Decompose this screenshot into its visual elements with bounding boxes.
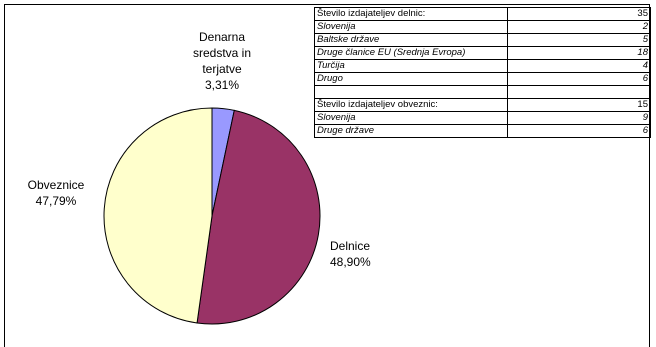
pie-slice [103,107,213,324]
slice-label: Delnice 48,90% [330,238,371,270]
value-cell: 4 [507,59,651,73]
value-label: 48,90% [330,255,371,269]
label-cell: Število izdajateljev delnic: [314,7,508,21]
category-label: Delnice [330,239,371,253]
label-cell: Turčija [314,59,508,73]
chart-frame [4,4,650,347]
value-label: 3,31% [204,78,240,92]
value-cell: 18 [507,46,651,60]
table-row: Drugo 6 [314,72,651,86]
table-row: Slovenija 9 [314,111,651,125]
label-cell: Število izdajateljev obveznic: [314,98,508,112]
slice-label: Denarna sredstva in terjatve 3,31% [177,29,267,93]
value-label: 47,79% [35,194,77,208]
slice-label: Obveznice 47,79% [20,177,92,209]
value-cell: 9 [507,111,651,125]
spacer-row [314,85,651,99]
table-row: Število izdajateljev obveznic: 15 [314,98,651,112]
table-row: Turčija 4 [314,59,651,73]
value-cell: 6 [507,124,651,138]
table-row: Baltske države 5 [314,33,651,47]
table-row: Druge države 6 [314,124,651,138]
category-label: Denarna sredstva in terjatve [192,30,252,76]
table-row: Slovenija 2 [314,20,651,34]
label-cell: Slovenija [314,111,508,125]
label-cell: Slovenija [314,20,508,34]
cell [507,85,651,99]
value-cell: 35 [507,7,651,21]
pie-slice [196,109,321,325]
value-cell: 6 [507,72,651,86]
label-cell: Drugo [314,72,508,86]
table-row: Število izdajateljev delnic: 35 [314,7,651,21]
table-row: Druge članice EU (Srednja Evropa) 18 [314,46,651,60]
value-cell: 15 [507,98,651,112]
issuer-table: Število izdajateljev delnic: 35 Slovenija 2… [314,7,651,138]
category-label: Obveznice [27,178,85,192]
cell [314,85,508,99]
value-cell: 5 [507,33,651,47]
label-cell: Baltske države [314,33,508,47]
label-cell: Druge države [314,124,508,138]
value-cell: 2 [507,20,651,34]
label-cell: Druge članice EU (Srednja Evropa) [314,46,508,60]
